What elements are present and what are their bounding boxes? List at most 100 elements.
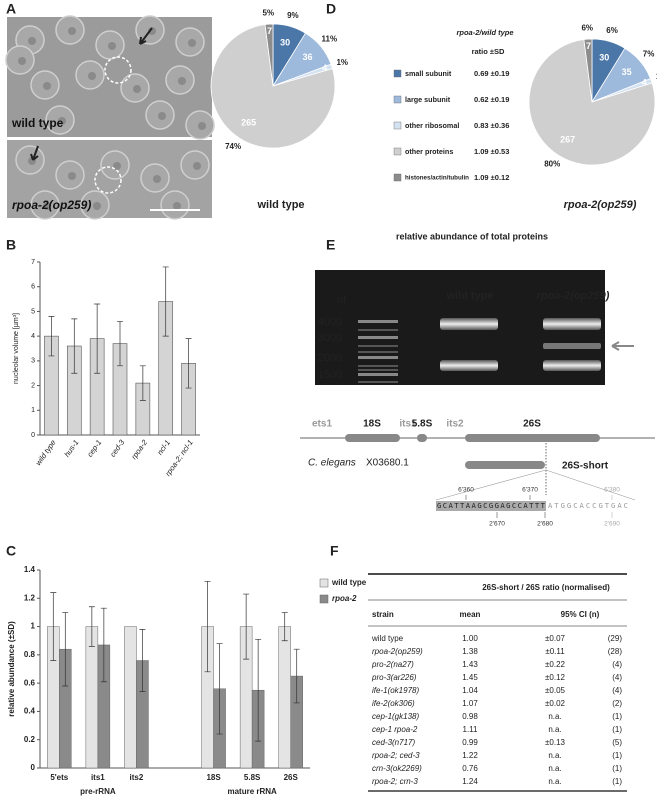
x-tick-label: 5'ets — [50, 773, 68, 782]
table-cell: (1) — [612, 751, 622, 760]
y-tick-label: 0.6 — [24, 678, 36, 687]
panel-label: C — [6, 543, 16, 559]
nucleolus — [108, 42, 116, 50]
nucleolus-highlight — [104, 56, 132, 84]
ratio-value: 0.62 ±0.19 — [474, 95, 509, 104]
ladder-label: 4000 — [318, 316, 342, 328]
seq-cut: ATGGCACCGTGAC — [548, 501, 628, 510]
nucleolus — [43, 82, 51, 90]
error-bar — [281, 612, 288, 642]
group-label: mature rRNA — [227, 787, 277, 796]
x-tick-label: 26S — [284, 773, 299, 782]
ladder-band — [358, 365, 398, 367]
slice-percent: 9% — [287, 11, 299, 20]
pie-slice — [264, 23, 274, 87]
table-cell: n.a. — [548, 725, 561, 734]
nucleolus — [188, 39, 196, 47]
table-cell: (1) — [612, 725, 622, 734]
group-label: pre-rRNA — [80, 787, 116, 796]
error-bar — [62, 612, 69, 687]
seq-highlight — [436, 501, 546, 511]
slice-value: 30 — [280, 37, 290, 47]
legend-label: other proteins — [405, 147, 453, 156]
error-bar — [293, 648, 300, 704]
slice-value: 7 — [586, 41, 591, 51]
legend-swatch — [393, 121, 402, 130]
pie-slice — [528, 39, 656, 166]
slice-value: 30 — [599, 53, 609, 63]
table-cell: (1) — [612, 777, 622, 786]
y-tick-label: 0.4 — [24, 707, 36, 716]
nucleolus — [43, 202, 51, 210]
table-cell: (2) — [612, 699, 622, 708]
nucleolus — [28, 37, 36, 45]
table-cell: ±0.07 — [545, 634, 566, 643]
error-bar — [50, 592, 57, 661]
error-bar — [255, 638, 262, 742]
table-cell: (4) — [612, 660, 622, 669]
gel-band — [440, 318, 498, 330]
pie-name: rpoa-2(op259) — [564, 199, 637, 211]
x-tick-label: hus-1 — [62, 438, 80, 459]
arrow — [30, 145, 39, 161]
region-label: ets1 — [312, 419, 332, 430]
y-axis-label: relative abundance (±SD) — [7, 621, 16, 717]
error-bar — [88, 606, 95, 647]
table-cell: cep-1(gk138) — [372, 712, 419, 721]
micrograph-label: wild type — [11, 116, 64, 130]
y-tick-label: 4 — [31, 333, 35, 340]
table-cell: (29) — [608, 634, 623, 643]
ladder-band — [358, 336, 398, 339]
region-26s-short — [465, 461, 545, 469]
ladder-label: 2000 — [318, 352, 342, 364]
error-bar — [185, 338, 192, 389]
nucleolus — [58, 117, 66, 125]
panel-label: D — [326, 1, 336, 17]
panel-label: E — [326, 237, 335, 253]
y-tick-label: 5 — [31, 308, 35, 315]
pie-name: wild type — [256, 199, 304, 211]
legend-label: rpoa-2 — [332, 594, 357, 603]
legend-label: wild type — [331, 578, 367, 587]
x-tick-label: ced-3 — [108, 437, 127, 458]
slice-percent: 6% — [606, 26, 618, 35]
chart-title: relative abundance of total proteins — [396, 231, 548, 241]
table-cell: pro-3(ar226) — [371, 673, 417, 682]
nucleolus — [68, 27, 76, 35]
y-tick-label: 3 — [31, 358, 35, 365]
region-18s — [345, 434, 400, 442]
short-label: 26S-short — [562, 461, 609, 472]
region-26s — [465, 434, 600, 442]
table-cell: n.a. — [548, 751, 561, 760]
table-cell: 1.43 — [462, 660, 478, 669]
legend-swatch — [393, 173, 402, 182]
table-cell: 1.11 — [463, 725, 479, 734]
error-bar — [117, 320, 123, 367]
nucleolus — [113, 162, 121, 170]
table-cell: n.a. — [548, 777, 561, 786]
slice-percent: 74% — [225, 142, 241, 151]
legend-label: small subunit — [405, 69, 452, 78]
y-tick-label: 1 — [31, 622, 36, 631]
table-cell: rpoa-2; crn-3 — [372, 777, 418, 786]
gel-band — [543, 343, 601, 349]
error-bar — [216, 643, 223, 735]
seq-position: 6'360 — [458, 487, 474, 494]
nucleolus — [18, 57, 26, 65]
table-cell: rpoa-2; ced-3 — [372, 751, 420, 760]
y-tick-label: 0.2 — [24, 735, 36, 744]
gel-band — [543, 360, 601, 371]
ladder-label: 1500 — [318, 369, 342, 381]
table-cell: (4) — [612, 673, 622, 682]
nucleolus — [198, 122, 206, 130]
table-cell: ife-2(ok306) — [372, 699, 415, 708]
nucleolus — [153, 175, 161, 183]
panel-label: F — [330, 543, 339, 559]
table-cell: pro-2(na27) — [371, 660, 414, 669]
gel-arrow — [611, 341, 634, 351]
ratio-value: 1.09 ±0.12 — [474, 173, 509, 182]
nucleolus — [173, 202, 181, 210]
x-tick-label: wild type — [34, 438, 58, 467]
legend-swatch — [393, 69, 402, 78]
slice-value: 265 — [241, 118, 256, 128]
